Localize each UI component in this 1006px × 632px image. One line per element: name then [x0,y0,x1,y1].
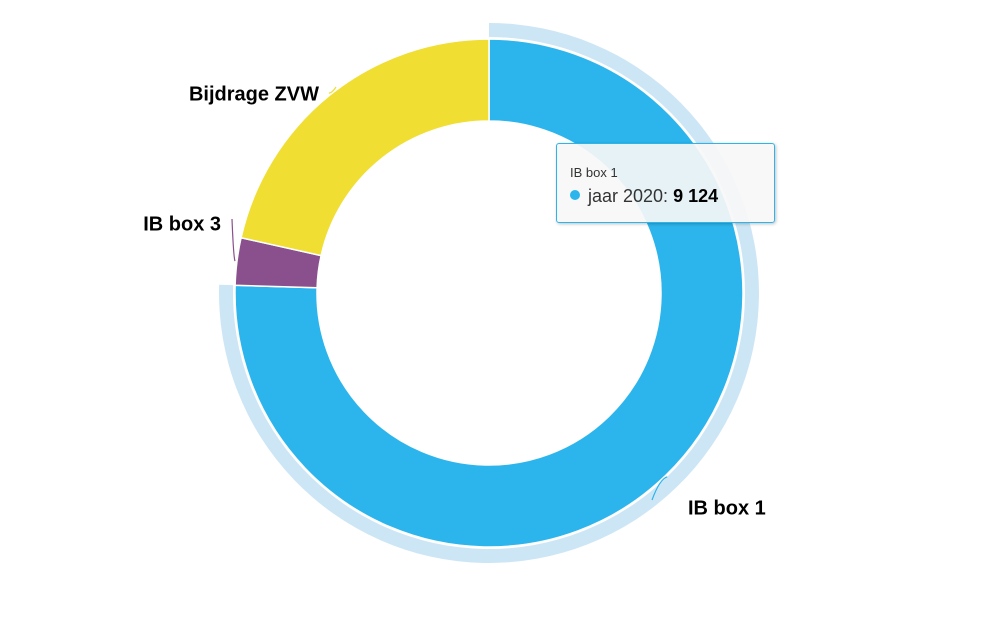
tooltip-value: 9 124 [673,186,719,206]
connector-bijdrage-zvw [328,86,337,94]
slice-bijdrage-zvw[interactable] [240,38,490,257]
tooltip-title: IB box 1 [570,165,618,180]
label-ib-box-1: IB box 1 [688,497,766,519]
label-layer: IB box 1 IB box 3 Bijdrage ZVW [143,83,766,519]
tooltip-series-label: jaar 2020: [588,186,674,206]
connector-layer [231,86,668,501]
connector-ib-box-3 [231,218,236,262]
slice-layer [234,38,744,548]
tooltip-series-dot [570,190,580,200]
connector-ib-box-1 [651,476,668,501]
label-ib-box-3: IB box 3 [143,213,221,235]
tooltip-row: jaar 2020: 9 124 [570,185,761,207]
chart-tooltip: IB box 1 jaar 2020: 9 124 [556,143,775,223]
label-bijdrage-zvw: Bijdrage ZVW [189,83,319,105]
